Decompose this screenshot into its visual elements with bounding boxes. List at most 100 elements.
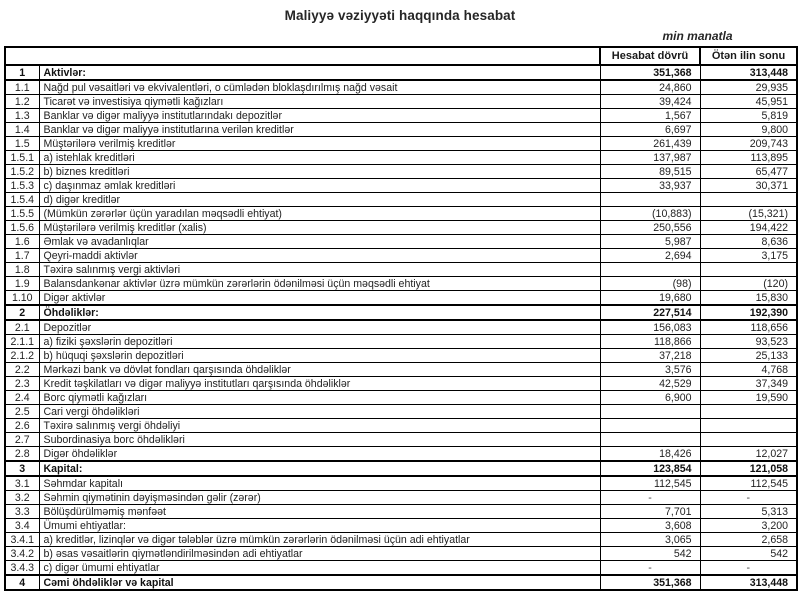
value-previous-year-end: 29,935 <box>699 79 798 95</box>
row-number: 3.4.2 <box>4 546 40 561</box>
row-label: a) fiziki şəxslərin depozitləri <box>38 334 601 349</box>
value-current-period: 39,424 <box>599 94 701 109</box>
value-current-period: 18,426 <box>599 446 701 462</box>
value-previous-year-end: 113,895 <box>699 150 798 165</box>
value-previous-year-end: 3,200 <box>699 518 798 533</box>
row-number: 1.3 <box>4 108 40 123</box>
table-row: 2.1.1 a) fiziki şəxslərin depozitləri 118,… <box>4 334 798 349</box>
value-previous-year-end: 93,523 <box>699 334 798 349</box>
row-label: Səhmdar kapitalı <box>38 475 601 491</box>
value-previous-year-end: 45,951 <box>699 94 798 109</box>
row-number: 1.5.4 <box>4 192 40 207</box>
row-number: 2.1.1 <box>4 334 40 349</box>
row-number: 2.2 <box>4 362 40 377</box>
value-current-period: 19,680 <box>599 290 701 306</box>
value-current-period: (10,883) <box>599 206 701 221</box>
value-current-period: - <box>599 560 701 576</box>
row-number: 1.5.1 <box>4 150 40 165</box>
column-header-previous-year-end: Ötən ilin sonu <box>699 46 798 66</box>
value-current-period <box>599 432 701 447</box>
table-row: 2.1 Depozitlər 156,083 118,656 <box>4 319 798 335</box>
value-previous-year-end: 15,830 <box>699 290 798 306</box>
row-label: Borc qiymətli kağızları <box>38 390 601 405</box>
table-row: 1.5.1 a) istehlak kreditləri 137,987 113,89… <box>4 150 798 165</box>
row-label: Nağd pul vəsaitləri və ekvivalentləri, o… <box>38 79 601 95</box>
row-number: 1.5.3 <box>4 178 40 193</box>
row-number: 1.2 <box>4 94 40 109</box>
row-number: 3 <box>4 460 40 477</box>
value-current-period: 33,937 <box>599 178 701 193</box>
value-previous-year-end: 118,656 <box>699 319 798 335</box>
row-label: b) biznes kreditləri <box>38 164 601 179</box>
table-row: 1 Aktivlər: 351,368 313,448 <box>4 64 798 81</box>
row-number: 1 <box>4 64 40 81</box>
value-previous-year-end: 19,590 <box>699 390 798 405</box>
value-current-period: 6,697 <box>599 122 701 137</box>
value-previous-year-end: 121,058 <box>699 460 798 477</box>
table-row: 1.5.6 Müştərilərə verilmiş kreditlər (xal… <box>4 220 798 235</box>
value-current-period: 261,439 <box>599 136 701 151</box>
row-label: Cəmi öhdəliklər və kapital <box>38 574 601 591</box>
value-current-period: 37,218 <box>599 348 701 363</box>
row-number: 2.1 <box>4 319 40 335</box>
value-current-period <box>599 418 701 433</box>
row-label: Balansdankənar aktivlər üzrə mümkün zərə… <box>38 276 601 291</box>
value-previous-year-end: (15,321) <box>699 206 798 221</box>
table-row: 3.1 Səhmdar kapitalı 112,545 112,545 <box>4 475 798 491</box>
row-label: Digər öhdəliklər <box>38 446 601 462</box>
value-current-period: 542 <box>599 546 701 561</box>
value-current-period: 6,900 <box>599 390 701 405</box>
value-current-period: 118,866 <box>599 334 701 349</box>
row-label: Subordinasiya borc öhdəlikləri <box>38 432 601 447</box>
financial-statement-table: Hesabat dövrü Ötən ilin sonu 1 Aktivlər: 3… <box>4 46 798 591</box>
header-empty-cell <box>5 47 600 66</box>
value-current-period <box>599 404 701 419</box>
row-number: 1.9 <box>4 276 40 291</box>
row-number: 1.4 <box>4 122 40 137</box>
row-label: b) əsas vəsaitlərin qiymətləndirilməsind… <box>38 546 601 561</box>
value-previous-year-end <box>699 432 798 447</box>
value-previous-year-end: 194,422 <box>699 220 798 235</box>
row-label: Depozitlər <box>38 319 601 335</box>
row-number: 4 <box>4 574 40 591</box>
table-row: 3.4.1 a) kreditlər, lizinqlər və digər tə… <box>4 532 798 547</box>
value-current-period: 351,368 <box>599 64 701 81</box>
row-label: c) digər ümumi ehtiyatlar <box>38 560 601 576</box>
value-current-period: 112,545 <box>599 475 701 491</box>
value-current-period: 24,860 <box>599 79 701 95</box>
value-previous-year-end <box>699 418 798 433</box>
row-label: Aktivlər: <box>38 64 601 81</box>
value-previous-year-end <box>699 192 798 207</box>
row-number: 1.5.6 <box>4 220 40 235</box>
value-previous-year-end: 313,448 <box>699 64 798 81</box>
row-number: 1.5.5 <box>4 206 40 221</box>
row-label: c) daşınmaz əmlak kreditləri <box>38 178 601 193</box>
row-number: 3.4 <box>4 518 40 533</box>
value-previous-year-end: 3,175 <box>699 248 798 263</box>
table-row: 2.1.2 b) hüquqi şəxslərin depozitləri 37,2… <box>4 348 798 363</box>
table-row: 2.7 Subordinasiya borc öhdəlikləri <box>4 432 798 447</box>
row-label: Ümumi ehtiyatlar: <box>38 518 601 533</box>
value-current-period: 3,576 <box>599 362 701 377</box>
table-row: 1.5.5 (Mümkün zərərlər üçün yaradılan məq… <box>4 206 798 221</box>
table-row: 2.3 Kredit təşkilatları və digər maliyyə … <box>4 376 798 391</box>
page-title: Maliyyə vəziyyəti haqqında hesabat <box>284 8 516 23</box>
value-current-period: 137,987 <box>599 150 701 165</box>
table-row: 2.6 Təxirə salınmış vergi öhdəliyi <box>4 418 798 433</box>
table-row: 2.2 Mərkəzi bank və dövlət fondları qarşı… <box>4 362 798 377</box>
row-number: 3.1 <box>4 475 40 491</box>
value-current-period: 227,514 <box>599 304 701 321</box>
table-row: 1.10 Digər aktivlər 19,680 15,830 <box>4 290 798 306</box>
value-current-period: 1,567 <box>599 108 701 123</box>
row-label: Əmlak və avadanlıqlar <box>38 234 601 249</box>
row-number: 2.7 <box>4 432 40 447</box>
value-current-period: 2,694 <box>599 248 701 263</box>
row-label: d) digər kreditlər <box>38 192 601 207</box>
row-label: Banklar və digər maliyyə institutlarında… <box>38 108 601 123</box>
value-current-period: 7,701 <box>599 504 701 519</box>
value-current-period: (98) <box>599 276 701 291</box>
value-previous-year-end: 9,800 <box>699 122 798 137</box>
row-label: Bölüşdürülməmiş mənfəət <box>38 504 601 519</box>
value-previous-year-end: 192,390 <box>699 304 798 321</box>
row-number: 3.2 <box>4 490 40 505</box>
